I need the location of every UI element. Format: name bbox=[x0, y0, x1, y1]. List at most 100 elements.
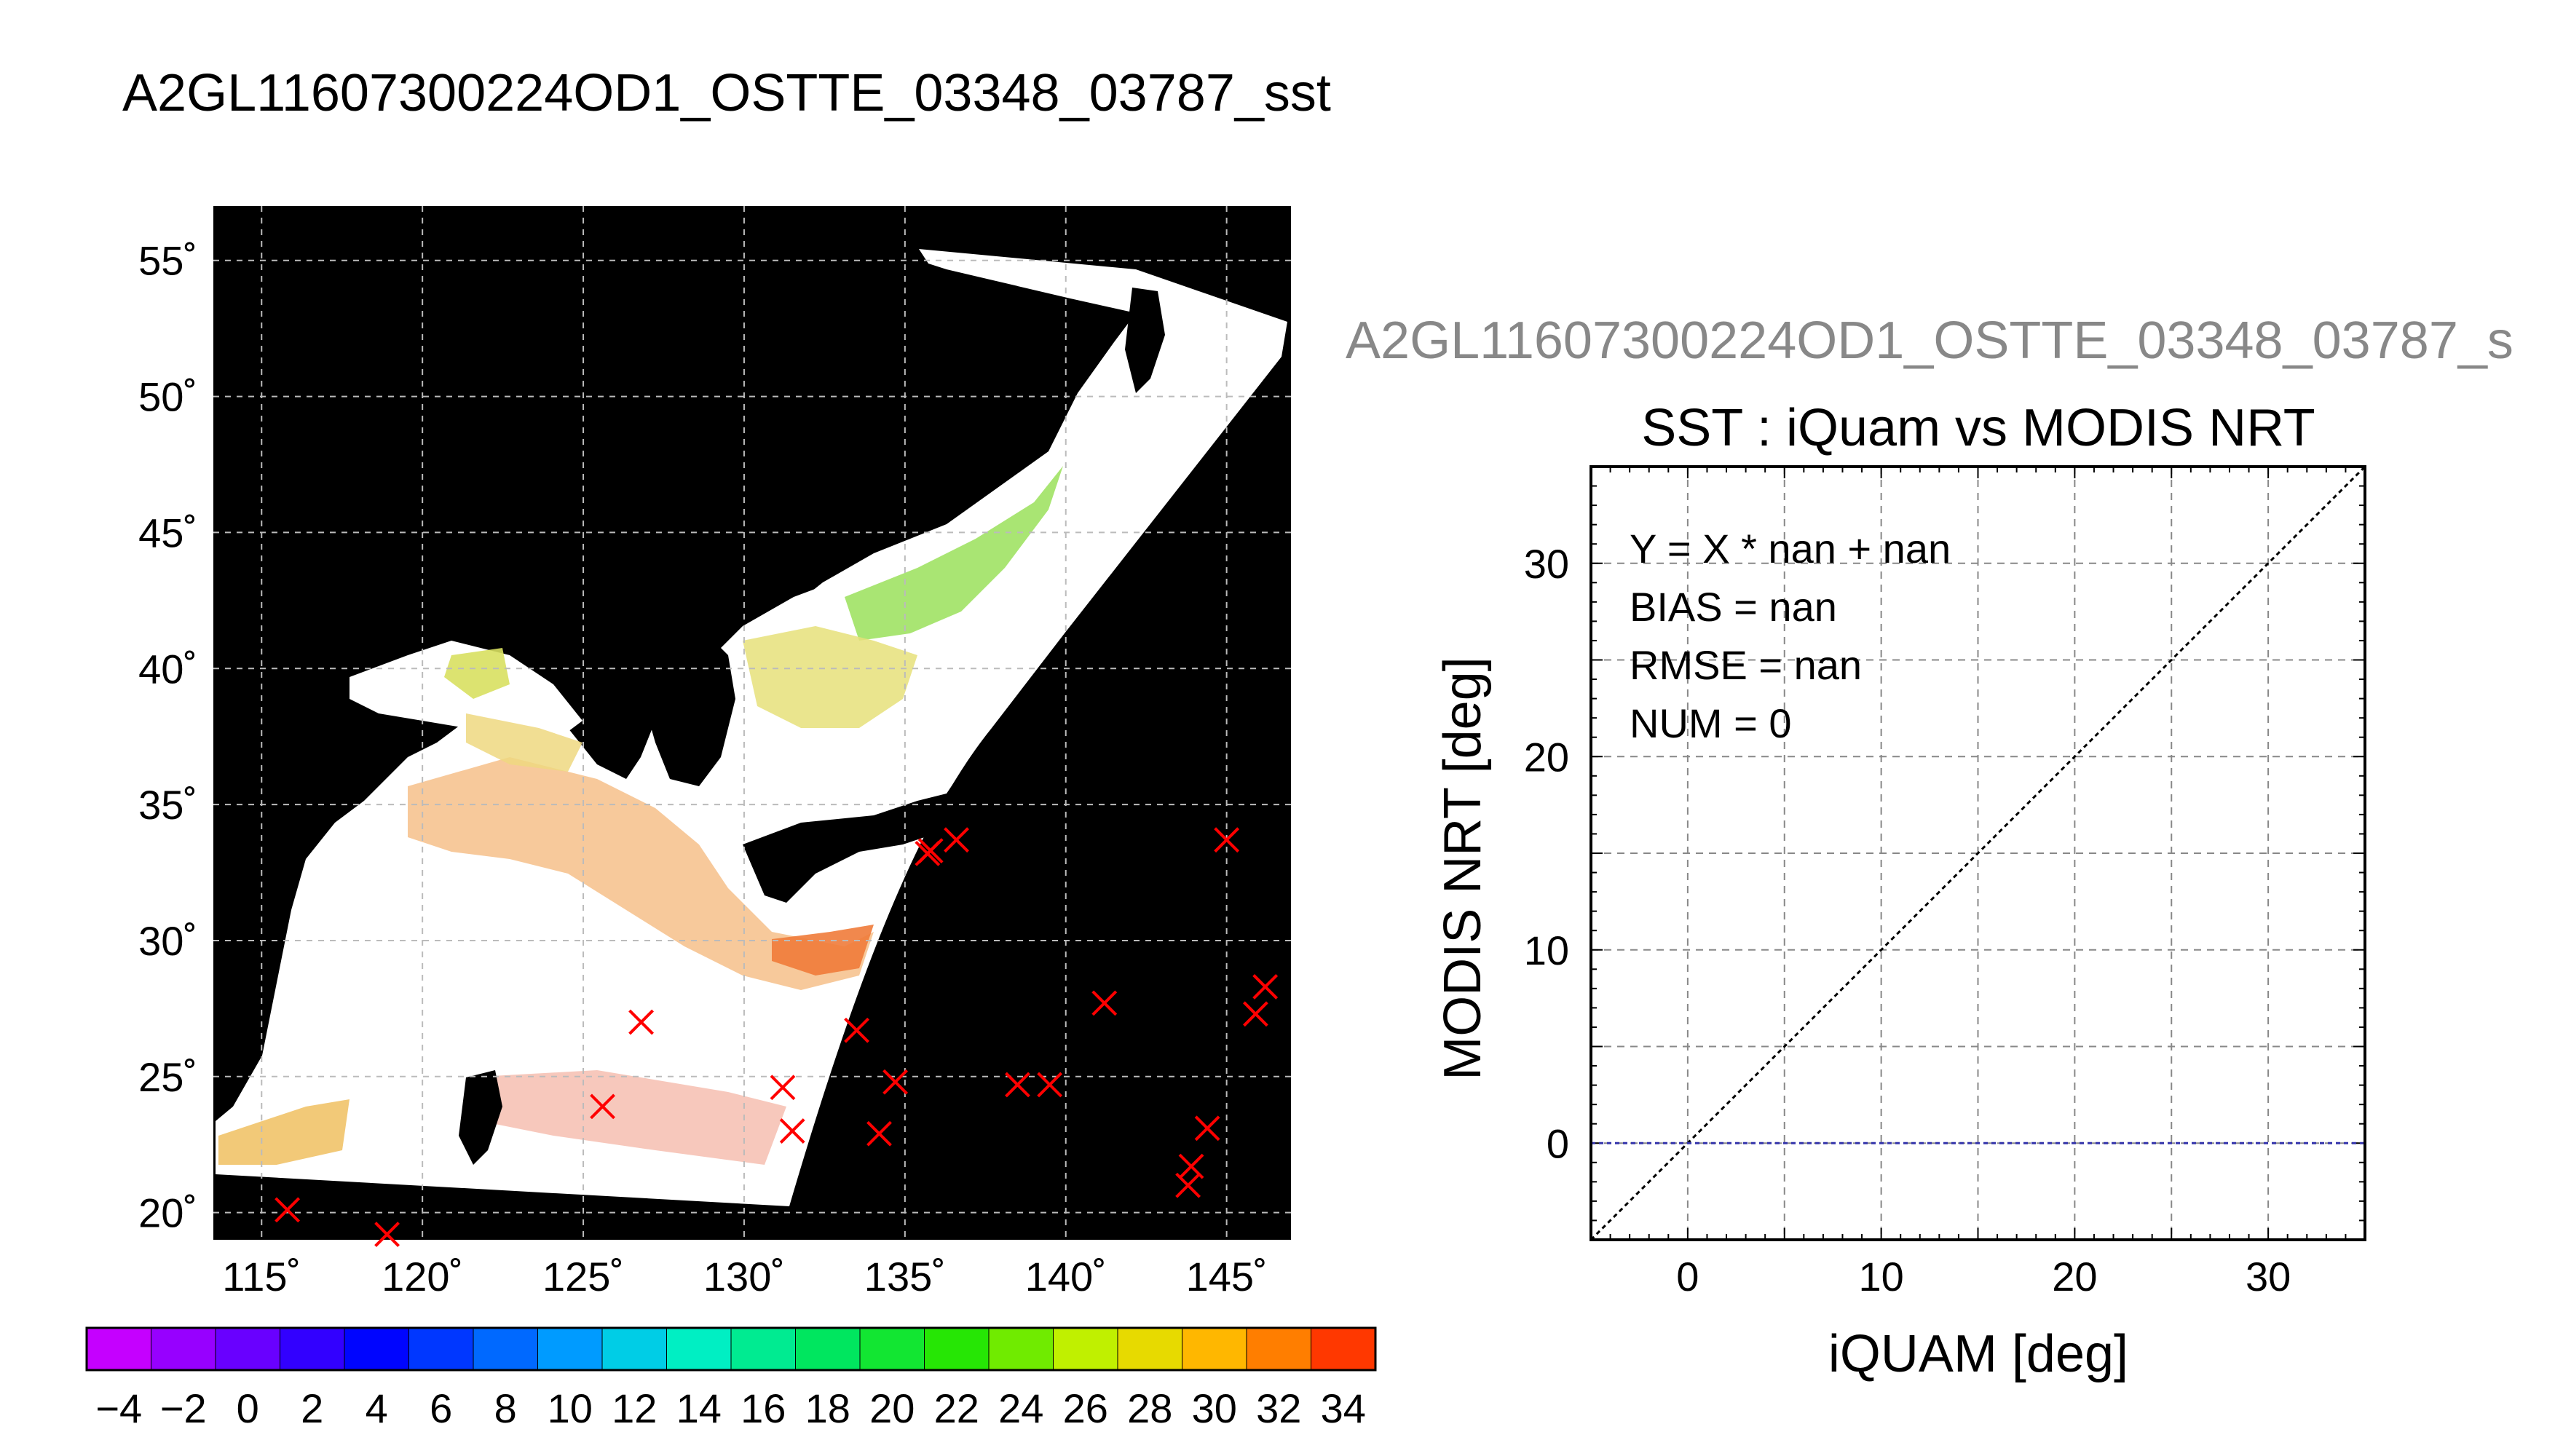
colorbar-cell bbox=[151, 1327, 216, 1371]
map-marker bbox=[628, 1009, 654, 1035]
scatter-title: SST : iQuam vs MODIS NRT bbox=[1641, 399, 2315, 457]
map-lat-tick-25: 25˚ bbox=[138, 1054, 197, 1100]
map-marker bbox=[944, 827, 969, 853]
sst-map: 115˚ 120˚ 125˚ 130˚ 135˚ 140˚ 145˚ 20˚ 25˚ 30˚ 35… bbox=[138, 206, 1291, 1299]
map-lon-tick-125: 125˚ bbox=[542, 1254, 624, 1299]
scatter-x-label: iQUAM [deg] bbox=[1828, 1325, 2128, 1383]
colorbar-tick-18: 18 bbox=[805, 1385, 850, 1431]
map-lat-tick-35: 35˚ bbox=[138, 782, 197, 828]
colorbar-tick-32: 32 bbox=[1256, 1385, 1301, 1431]
yellow-bohai bbox=[444, 648, 510, 699]
scatter-y-label: MODIS NRT [deg] bbox=[1434, 657, 1492, 1080]
map-lon-tick-labels: 115˚ 120˚ 125˚ 130˚ 135˚ 140˚ 145˚ bbox=[222, 1254, 1267, 1299]
colorbar-tick-26: 26 bbox=[1063, 1385, 1108, 1431]
map-lon-tick-140: 140˚ bbox=[1025, 1254, 1107, 1299]
map-lat-tick-20: 20˚ bbox=[138, 1190, 197, 1236]
yellow-south-west bbox=[218, 1099, 350, 1165]
map-marker bbox=[1091, 990, 1118, 1016]
map-lat-tick-labels: 20˚ 25˚ 30˚ 35˚ 40˚ 45˚ 50˚ 55˚ bbox=[138, 238, 197, 1236]
colorbar-cell bbox=[1311, 1327, 1376, 1371]
scatter-supertitle: A2GL11607300224OD1_OSTTE_03348_03787_s bbox=[1346, 312, 2513, 370]
map-marker bbox=[1194, 1115, 1220, 1142]
colorbar-tick-34: 34 bbox=[1321, 1385, 1366, 1431]
colorbar-cell bbox=[859, 1327, 925, 1371]
stats-num: NUM = 0 bbox=[1630, 700, 1792, 746]
scatter-y-tick-10: 10 bbox=[1524, 927, 1569, 973]
scatter-frame bbox=[1590, 465, 2366, 1241]
yellow-sea-yellow bbox=[466, 713, 583, 772]
colorbar-cells bbox=[86, 1327, 1376, 1371]
map-marker bbox=[770, 1075, 796, 1101]
colorbar-cell bbox=[280, 1327, 345, 1371]
map-marker bbox=[866, 1120, 892, 1147]
colorbar-cell bbox=[1182, 1327, 1247, 1371]
scatter-y-tick-20: 20 bbox=[1524, 734, 1569, 780]
colorbar-cell bbox=[924, 1327, 990, 1371]
scatter-x-tick-0: 0 bbox=[1676, 1254, 1699, 1299]
map-marker bbox=[1242, 1001, 1268, 1027]
colorbar-frame bbox=[85, 1326, 1377, 1372]
colorbar-tick-2: 2 bbox=[301, 1385, 323, 1431]
map-lon-tick-120: 120˚ bbox=[382, 1254, 463, 1299]
map-marker bbox=[844, 1017, 869, 1043]
orange-patch bbox=[772, 925, 874, 976]
colorbar-tick-22: 22 bbox=[934, 1385, 979, 1431]
map-lat-tick-55: 55˚ bbox=[138, 238, 197, 284]
colorbar-tick-14: 14 bbox=[676, 1385, 722, 1431]
yellow-green-region bbox=[743, 626, 917, 728]
map-marker bbox=[917, 838, 944, 864]
map-lat-tick-50: 50˚ bbox=[138, 374, 197, 420]
warm-band-east-china-sea bbox=[408, 757, 874, 990]
korea-land bbox=[641, 626, 735, 786]
sakhalin-land bbox=[1125, 288, 1165, 393]
map-lat-tick-45: 45˚ bbox=[138, 510, 197, 555]
map-lat-tick-40: 40˚ bbox=[138, 646, 197, 692]
scatter-x-tick-labels: 0 10 20 30 bbox=[1676, 1254, 2291, 1299]
map-marker bbox=[1214, 827, 1240, 853]
colorbar-tick-0: 0 bbox=[237, 1385, 259, 1431]
scatter-x-tick-30: 30 bbox=[2246, 1254, 2291, 1299]
colorbar-tick--2: −2 bbox=[160, 1385, 207, 1431]
colorbar-cell bbox=[86, 1327, 152, 1371]
colorbar-tick-24: 24 bbox=[998, 1385, 1043, 1431]
map-marker bbox=[590, 1093, 615, 1120]
colorbar-tick-20: 20 bbox=[869, 1385, 915, 1431]
colorbar-cell bbox=[1053, 1327, 1118, 1371]
colorbar-tick-28: 28 bbox=[1127, 1385, 1172, 1431]
scatter-stats: Y = X * nan + nan BIAS = nan RMSE = nan … bbox=[1630, 526, 1951, 746]
map-marker bbox=[1037, 1072, 1063, 1098]
map-marker bbox=[1175, 1172, 1201, 1198]
stats-rmse: RMSE = nan bbox=[1630, 642, 1862, 688]
colorbar-tick-10: 10 bbox=[548, 1385, 593, 1431]
map-lon-tick-115: 115˚ bbox=[222, 1254, 301, 1299]
map-marker bbox=[779, 1118, 805, 1144]
scatter-y-tick-labels: 0 10 20 30 bbox=[1524, 541, 1569, 1167]
colorbar-tick-labels: −4 −2 0 2 4 6 8 10 12 14 16 18 20 22 24 26 28 30 32 34 bbox=[95, 1385, 1366, 1431]
map-lon-tick-135: 135˚ bbox=[864, 1254, 946, 1299]
colorbar-tick-12: 12 bbox=[612, 1385, 657, 1431]
map-grid bbox=[213, 206, 1291, 1240]
map-lon-tick-145: 145˚ bbox=[1186, 1254, 1268, 1299]
scatter-x-tick-10: 10 bbox=[1858, 1254, 1903, 1299]
colorbar-tick-4: 4 bbox=[366, 1385, 388, 1431]
colorbar-tick-6: 6 bbox=[430, 1385, 452, 1431]
south-warm-band bbox=[466, 1070, 786, 1165]
colorbar-tick-8: 8 bbox=[494, 1385, 517, 1431]
page-title: A2GL11607300224OD1_OSTTE_03348_03787_sst bbox=[122, 64, 1331, 122]
map-markers bbox=[275, 827, 1279, 1247]
map-marker bbox=[275, 1197, 301, 1223]
scatter-y-tick-0: 0 bbox=[1547, 1120, 1569, 1166]
identity-line bbox=[1590, 465, 2366, 1241]
sst-swath bbox=[216, 249, 1287, 1206]
map-lat-tick-30: 30˚ bbox=[138, 918, 197, 964]
sst-colorbar: −4 −2 0 2 4 6 8 10 12 14 16 18 20 22 24 26 28 30 32 34 bbox=[85, 1326, 1377, 1431]
map-marker bbox=[374, 1222, 400, 1247]
colorbar-cell bbox=[730, 1327, 797, 1371]
map-lon-tick-130: 130˚ bbox=[703, 1254, 785, 1299]
map-marker bbox=[1252, 974, 1279, 1000]
green-north-region bbox=[845, 466, 1063, 641]
stats-bias: BIAS = nan bbox=[1630, 584, 1837, 630]
scatter-y-tick-30: 30 bbox=[1524, 541, 1569, 587]
colorbar-tick-30: 30 bbox=[1192, 1385, 1237, 1431]
